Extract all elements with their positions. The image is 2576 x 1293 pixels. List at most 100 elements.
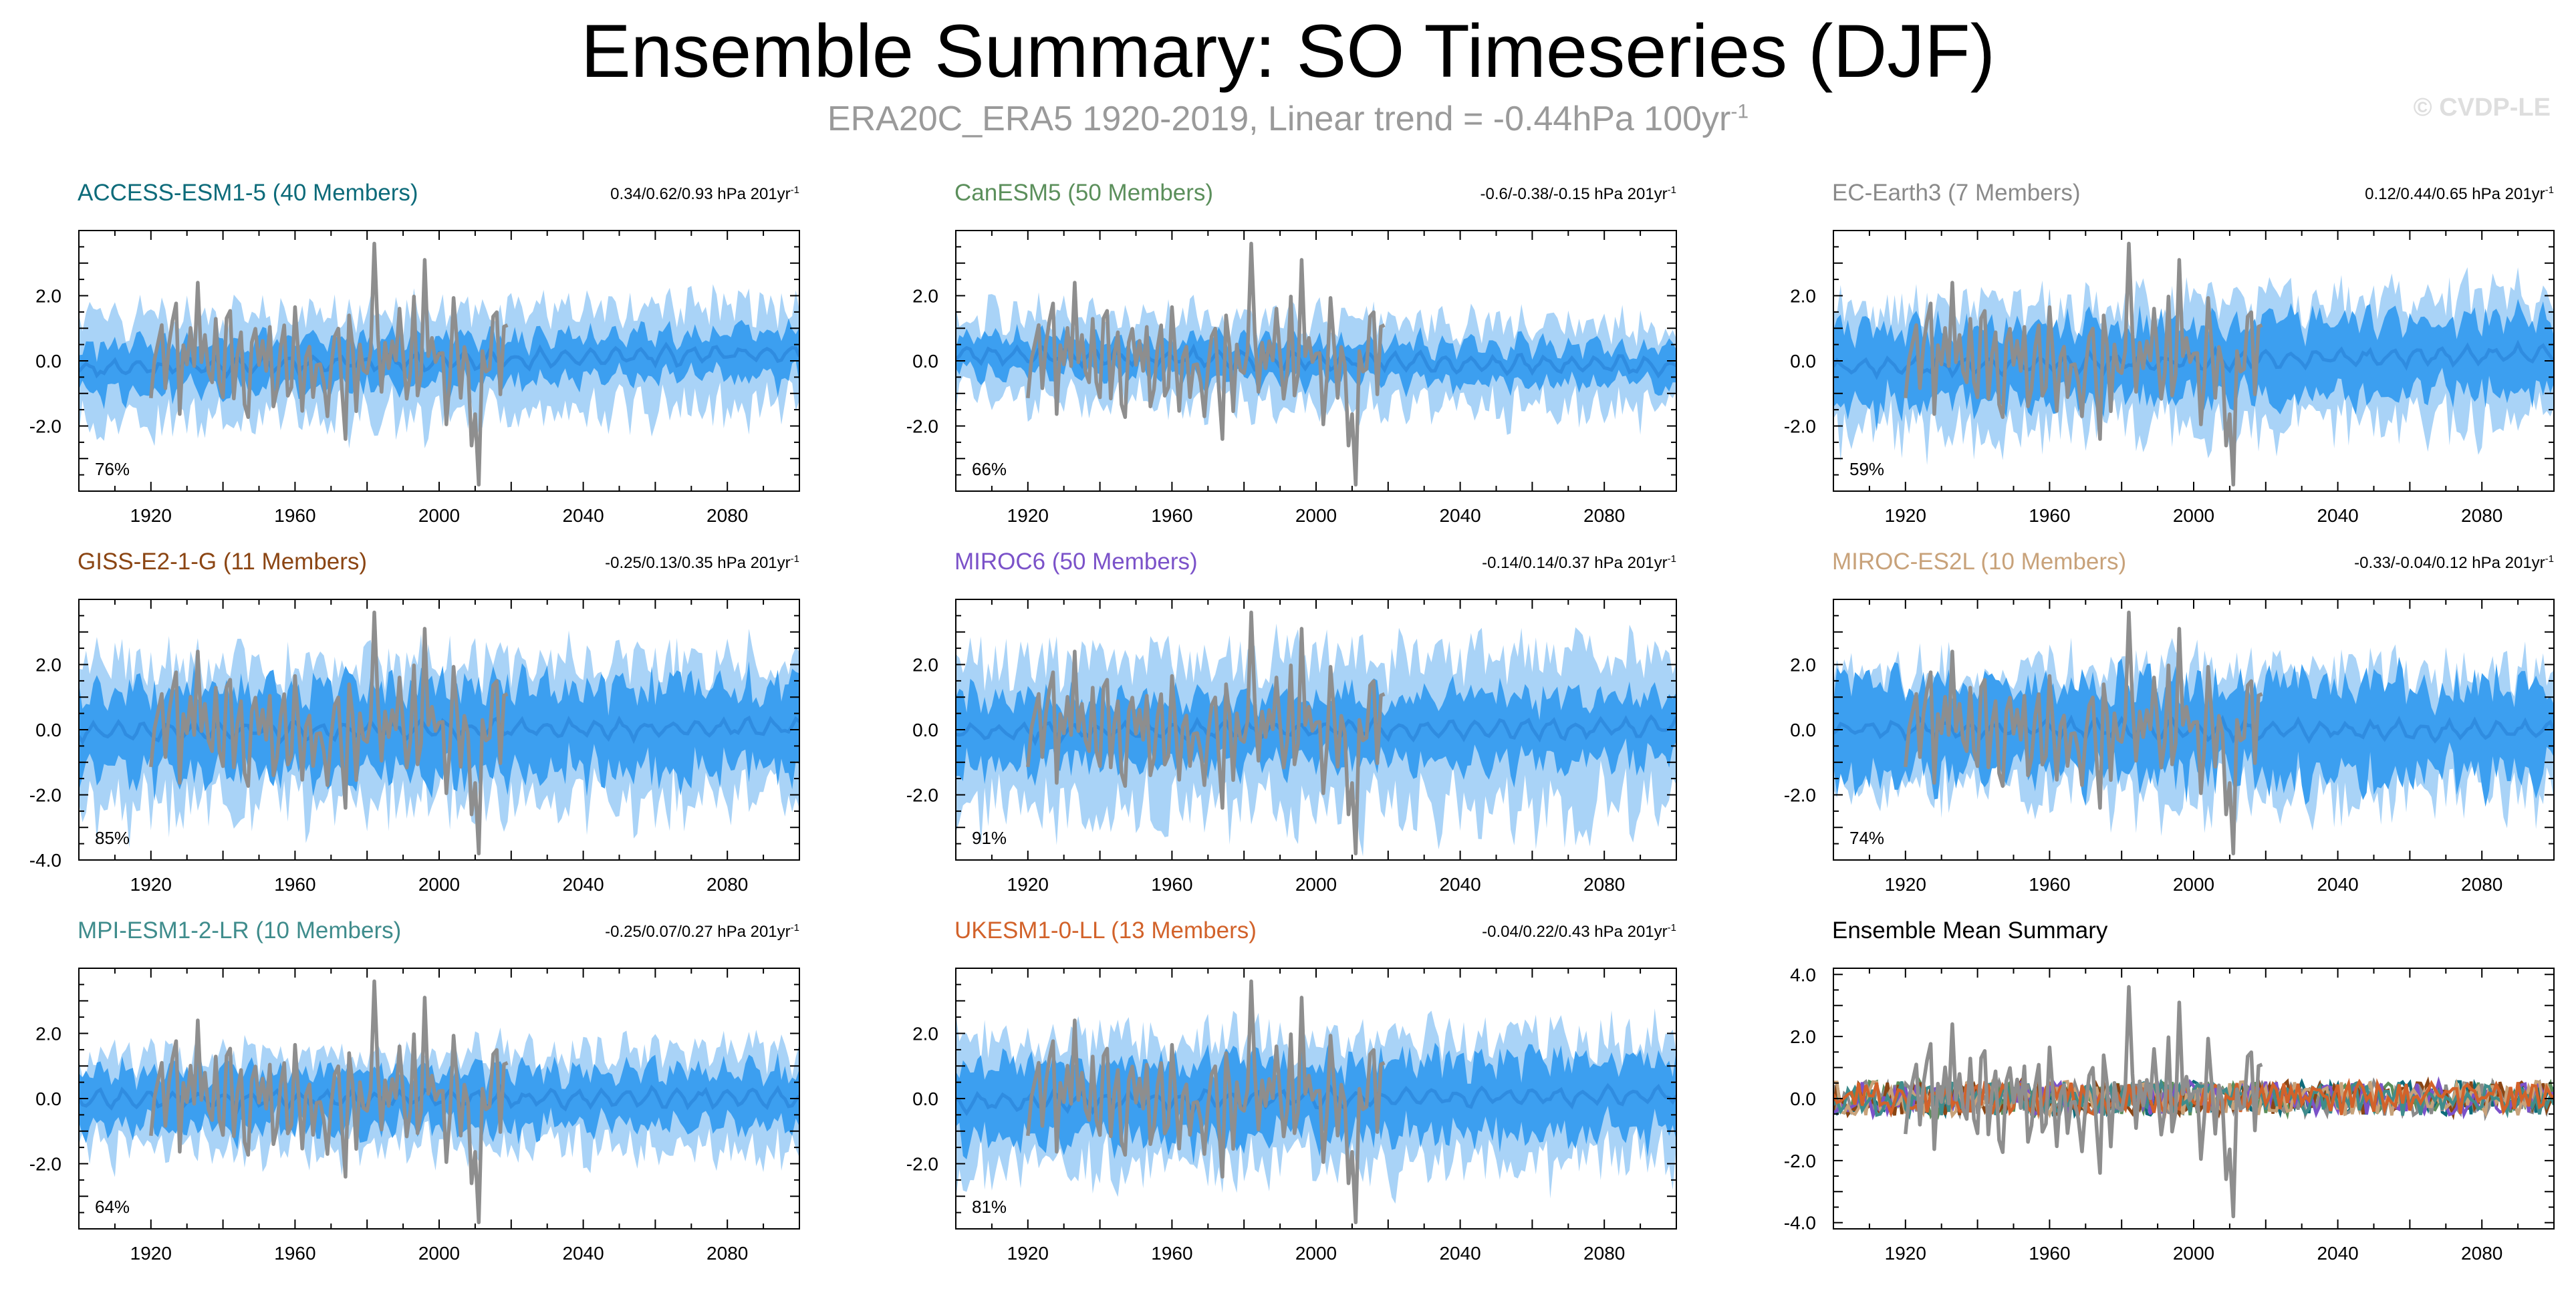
page-subtitle: ERA20C_ERA5 1920-2019, Linear trend = -0… — [0, 98, 2576, 140]
x-tick-label: 2000 — [2173, 874, 2214, 895]
chart-panel-6: 1920 1960 2000 2040 2080 -2.0 0.0 2.0 74% — [1784, 599, 2555, 895]
observations-line — [1026, 610, 1386, 856]
y-tick-label: 2.0 — [35, 1024, 61, 1044]
x-tick-label: 2080 — [1583, 874, 1625, 895]
panel-trend-range: 0.12/0.44/0.65 hPa 201yr-1 — [2365, 184, 2554, 204]
x-tick-label: 2080 — [1583, 505, 1625, 526]
ensemble-spread-inner — [79, 318, 799, 410]
x-tick-label: 2040 — [1439, 1243, 1480, 1264]
trend-text: 0.34/0.62/0.93 hPa 201yr — [610, 185, 791, 203]
panel-title: CanESM5 (50 Members) — [954, 180, 1214, 206]
panel-title: EC-Earth3 (7 Members) — [1832, 180, 2081, 206]
trend-text: -0.25/0.07/0.27 hPa 201yr — [605, 923, 791, 941]
x-tick-label: 1960 — [274, 874, 315, 895]
panel-title: UKESM1-0-LL (13 Members) — [954, 917, 1257, 944]
x-tick-label: 1920 — [1007, 505, 1049, 526]
x-tick-label: 1960 — [1151, 1243, 1192, 1264]
x-tick-label: 2000 — [1295, 1243, 1337, 1264]
trend-superscript: -1 — [1667, 922, 1676, 933]
x-tick-label: 2040 — [562, 505, 604, 526]
y-tick-label: 2.0 — [1790, 286, 1816, 307]
percentile-label: 66% — [972, 459, 1007, 479]
plot-area — [1833, 985, 2554, 1219]
x-tick-label: 1960 — [274, 1243, 315, 1264]
trend-text: -0.04/0.22/0.43 hPa 201yr — [1482, 923, 1668, 941]
x-tick-label: 2040 — [2317, 505, 2358, 526]
ensemble-spread-inner — [1833, 299, 2554, 432]
trend-superscript: -1 — [1667, 184, 1676, 196]
observations-line — [1904, 610, 2263, 856]
ensemble-spread-inner — [956, 323, 1676, 398]
x-tick-label: 1960 — [1151, 505, 1192, 526]
plot-area — [1833, 610, 2554, 856]
x-tick-label: 2000 — [418, 874, 460, 895]
subtitle-text: ERA20C_ERA5 1920-2019, Linear trend = -0… — [827, 100, 1731, 138]
chart-panel-3: 1920 1960 2000 2040 2080 -2.0 0.0 2.0 59% — [1784, 230, 2555, 526]
x-tick-label: 2000 — [2173, 1243, 2214, 1264]
chart-panel-5: 1920 1960 2000 2040 2080 -2.0 0.0 2.0 91% — [906, 599, 1677, 895]
panel-trend-range: -0.33/-0.04/0.12 hPa 201yr-1 — [2354, 553, 2554, 573]
y-tick-label: -2.0 — [1784, 785, 1816, 806]
observations-line — [1026, 241, 1386, 487]
trend-text: -0.14/0.14/0.37 hPa 201yr — [1482, 554, 1668, 572]
percentile-label: 85% — [95, 828, 130, 848]
panel-trend-range: -0.14/0.14/0.37 hPa 201yr-1 — [1482, 553, 1676, 573]
y-tick-label: 0.0 — [912, 720, 938, 740]
y-tick-label: 2.0 — [1790, 1026, 1816, 1047]
y-tick-label: 2.0 — [912, 286, 938, 307]
panel-title: GISS-E2-1-G (11 Members) — [78, 549, 368, 575]
y-tick-label: 0.0 — [912, 1089, 938, 1109]
x-tick-label: 1920 — [130, 505, 172, 526]
y-tick-label: 0.0 — [1790, 351, 1816, 372]
x-tick-label: 1920 — [1885, 505, 1926, 526]
model-mean-series-8 — [1833, 1078, 2554, 1121]
y-tick-label: 0.0 — [912, 351, 938, 372]
x-tick-label: 2080 — [706, 874, 748, 895]
observations-line — [1904, 985, 2263, 1219]
x-tick-label: 1920 — [1007, 874, 1049, 895]
x-tick-label: 1960 — [274, 505, 315, 526]
x-tick-label: 1960 — [2029, 1243, 2070, 1264]
ensemble-mean-line — [79, 1083, 799, 1115]
percentile-label: 59% — [1849, 459, 1884, 479]
trend-text: -0.6/-0.38/-0.15 hPa 201yr — [1480, 185, 1668, 203]
x-tick-label: 1960 — [1151, 874, 1192, 895]
y-tick-label: -4.0 — [29, 850, 61, 871]
plot-area — [79, 610, 799, 856]
x-tick-label: 1920 — [130, 874, 172, 895]
percentile-label: 81% — [972, 1197, 1007, 1217]
observations-line — [1904, 241, 2263, 487]
plot-area — [79, 979, 799, 1225]
trend-superscript: -1 — [790, 184, 799, 196]
percentile-label: 76% — [95, 459, 130, 479]
panel-trend-range: 0.34/0.62/0.93 hPa 201yr-1 — [610, 184, 799, 204]
chart-panel-7: 1920 1960 2000 2040 2080 -2.0 0.0 2.0 64% — [29, 968, 800, 1264]
trend-superscript: -1 — [790, 922, 799, 933]
y-tick-label: 2.0 — [35, 655, 61, 676]
x-tick-label: 2080 — [1583, 1243, 1625, 1264]
observations-line — [149, 241, 509, 487]
x-tick-label: 2000 — [1295, 874, 1337, 895]
trend-text: -0.25/0.13/0.35 hPa 201yr — [605, 554, 791, 572]
x-tick-label: 2040 — [2317, 1243, 2358, 1264]
ensemble-spread-inner — [956, 1038, 1676, 1164]
ensemble-mean-line — [79, 715, 799, 746]
x-tick-label: 2040 — [2317, 874, 2358, 895]
x-tick-label: 2000 — [418, 505, 460, 526]
x-tick-label: 2040 — [562, 874, 604, 895]
y-tick-label: -2.0 — [29, 416, 61, 437]
subtitle-superscript: -1 — [1730, 100, 1749, 123]
x-tick-label: 2080 — [706, 505, 748, 526]
y-tick-label: 2.0 — [1790, 655, 1816, 676]
y-tick-label: 0.0 — [35, 351, 61, 372]
y-tick-label: -4.0 — [1784, 1213, 1816, 1234]
x-tick-label: 2040 — [1439, 505, 1480, 526]
panel-trend-range: -0.25/0.07/0.27 hPa 201yr-1 — [605, 922, 799, 942]
y-tick-label: 4.0 — [1790, 964, 1816, 985]
chart-panel-1: 1920 1960 2000 2040 2080 -2.0 0.0 2.0 76% — [29, 230, 800, 526]
x-tick-label: 2000 — [1295, 505, 1337, 526]
y-tick-label: -2.0 — [906, 785, 938, 806]
copyright-watermark: © CVDP-LE — [2413, 94, 2551, 122]
ensemble-mean-line — [956, 1083, 1676, 1117]
